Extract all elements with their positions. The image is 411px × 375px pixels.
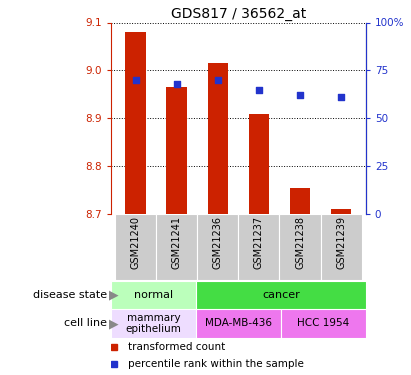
Bar — [279, 214, 321, 280]
Title: GDS817 / 36562_at: GDS817 / 36562_at — [171, 8, 306, 21]
Bar — [281, 309, 366, 338]
Point — [173, 81, 180, 87]
Point — [215, 77, 221, 83]
Text: GSM21239: GSM21239 — [336, 216, 346, 269]
Bar — [115, 214, 156, 280]
Bar — [197, 214, 238, 280]
Text: percentile rank within the sample: percentile rank within the sample — [127, 359, 303, 369]
Text: GSM21240: GSM21240 — [131, 216, 141, 269]
Bar — [249, 114, 269, 214]
Text: GSM21236: GSM21236 — [213, 216, 223, 269]
Point — [297, 92, 303, 98]
Text: ▶: ▶ — [109, 317, 118, 330]
Point — [132, 77, 139, 83]
Bar — [238, 214, 279, 280]
Bar — [290, 188, 310, 214]
Text: MDA-MB-436: MDA-MB-436 — [205, 318, 272, 328]
Point — [338, 94, 344, 100]
Text: HCC 1954: HCC 1954 — [297, 318, 349, 328]
Bar — [156, 214, 197, 280]
Text: cancer: cancer — [262, 290, 300, 300]
Text: GSM21241: GSM21241 — [172, 216, 182, 269]
Text: disease state: disease state — [33, 290, 107, 300]
Text: cell line: cell line — [64, 318, 107, 328]
Bar — [331, 209, 351, 214]
Text: ▶: ▶ — [109, 288, 118, 301]
Bar — [208, 63, 228, 214]
Bar — [111, 309, 196, 338]
Bar — [196, 280, 366, 309]
Text: GSM21237: GSM21237 — [254, 216, 264, 269]
Bar — [166, 87, 187, 214]
Text: normal: normal — [134, 290, 173, 300]
Text: GSM21238: GSM21238 — [295, 216, 305, 269]
Bar — [196, 309, 281, 338]
Text: transformed count: transformed count — [127, 342, 225, 352]
Text: mammary
epithelium: mammary epithelium — [125, 313, 181, 334]
Bar — [125, 32, 146, 214]
Bar — [111, 280, 196, 309]
Bar — [321, 214, 362, 280]
Point — [256, 87, 262, 93]
